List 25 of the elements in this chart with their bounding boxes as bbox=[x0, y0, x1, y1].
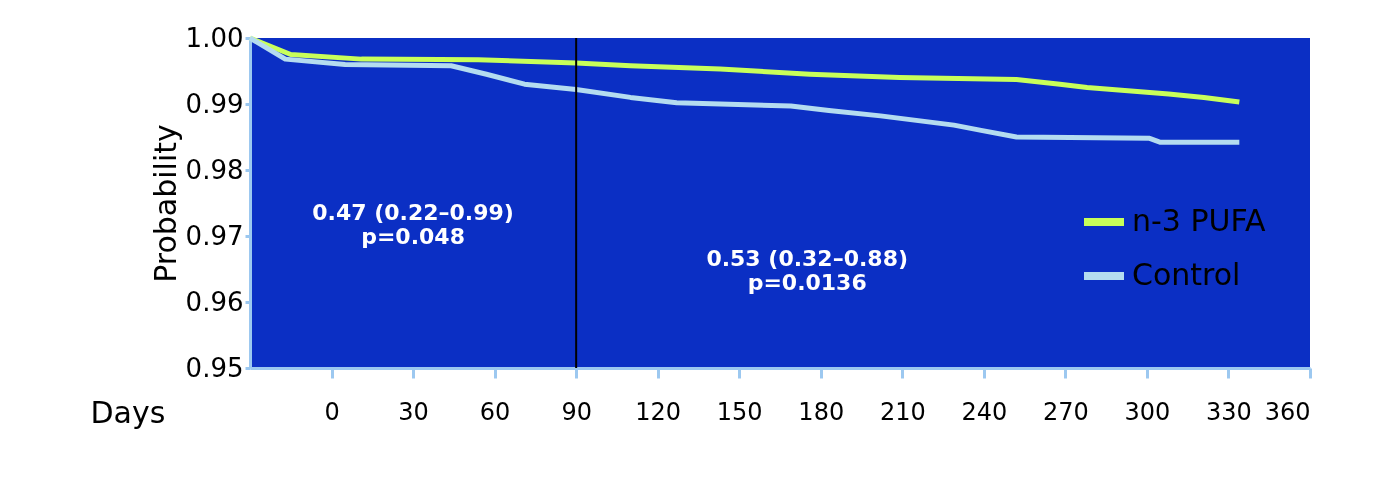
x-tick-label: 180 bbox=[798, 397, 845, 426]
y-tick-label: 0.95 bbox=[185, 352, 244, 383]
y-tick-label: 0.97 bbox=[185, 220, 244, 251]
y-tick-label: 0.98 bbox=[185, 154, 244, 185]
x-tick-label: 120 bbox=[635, 397, 682, 426]
x-tick-label: 300 bbox=[1124, 397, 1171, 426]
x-tick-label: 210 bbox=[879, 397, 926, 426]
y-tick-label: 0.96 bbox=[185, 286, 244, 317]
legend-label: n-3 PUFA bbox=[1132, 203, 1267, 238]
x-tick-label: 360 bbox=[1264, 397, 1311, 426]
y-tick-label: 0.99 bbox=[185, 88, 244, 119]
x-axis-title: Days bbox=[90, 394, 166, 430]
annotation: 0.47 (0.22–0.99) p=0.048 bbox=[312, 199, 514, 249]
x-tick-label: 270 bbox=[1042, 397, 1089, 426]
annotation: 0.53 (0.32–0.88) p=0.0136 bbox=[706, 246, 908, 296]
x-tick-label: 0 bbox=[324, 397, 340, 426]
legend-label: Control bbox=[1132, 257, 1241, 292]
x-tick-label: 30 bbox=[398, 397, 429, 426]
x-tick-label: 150 bbox=[716, 397, 763, 426]
y-axis-title: Probability bbox=[147, 124, 183, 283]
x-tick-label: 60 bbox=[479, 397, 511, 426]
x-tick-label: 330 bbox=[1206, 397, 1252, 426]
x-tick-label: 240 bbox=[961, 397, 1008, 426]
x-tick-label: 90 bbox=[561, 397, 592, 426]
y-tick-label: 1.00 bbox=[185, 22, 244, 53]
